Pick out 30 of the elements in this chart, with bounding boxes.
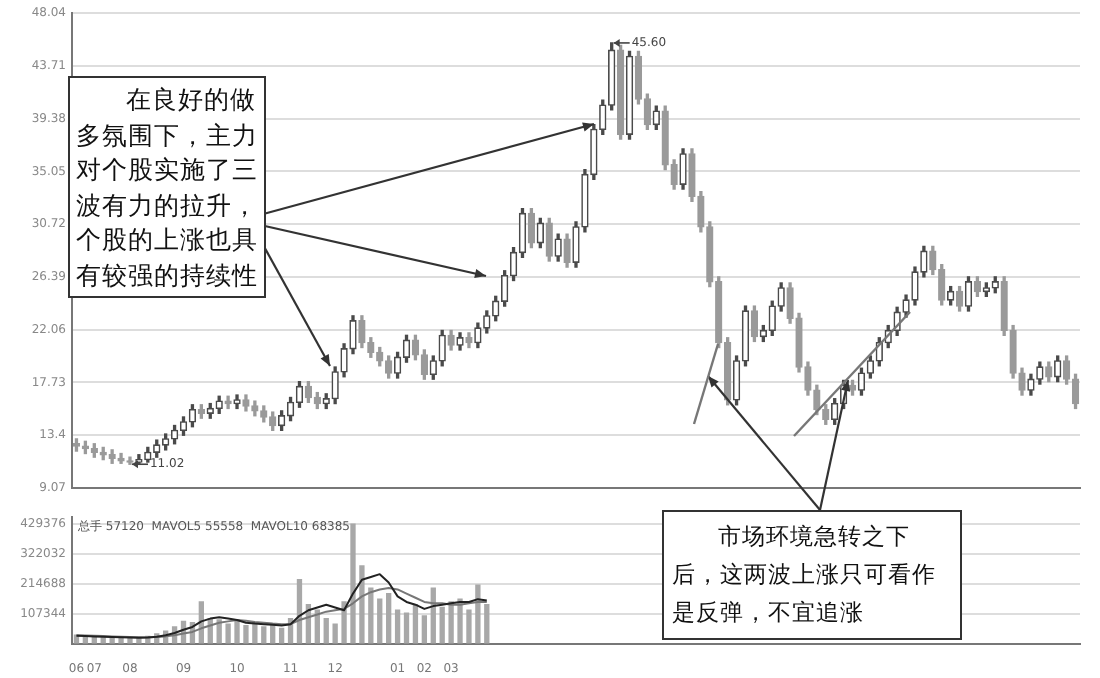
candlestick [973,276,982,298]
candlestick [72,438,81,452]
candlestick [1071,373,1080,410]
candlestick [625,50,634,140]
bar [403,612,410,644]
candlestick [304,380,313,404]
bar [394,609,401,644]
candlestick [848,379,857,396]
candlestick [866,355,875,379]
annotation: 在良好的做多氛围下，主力对个股实施了三波有力的拉升，个股的上涨也具有较强的持续性 [68,76,266,298]
candlestick [188,404,197,428]
candlestick [857,367,866,396]
candlestick [616,44,625,140]
candlestick [277,410,286,432]
candlestick [170,424,179,445]
bar [386,592,392,644]
candlestick [955,285,964,312]
candlestick [1062,355,1071,385]
annotation: 市场环境急转之下后，这两波上涨只可看作是反弹，不宜追涨 [662,510,962,640]
candlestick [964,276,973,312]
candlestick [732,355,741,406]
candlestick [527,207,536,249]
candlestick [411,334,420,361]
candlestick [741,305,750,367]
candlestick [179,416,188,436]
bar [421,615,428,644]
bar [377,598,383,644]
candlestick [750,305,759,343]
candlestick [295,380,304,408]
candlestick [634,50,643,105]
